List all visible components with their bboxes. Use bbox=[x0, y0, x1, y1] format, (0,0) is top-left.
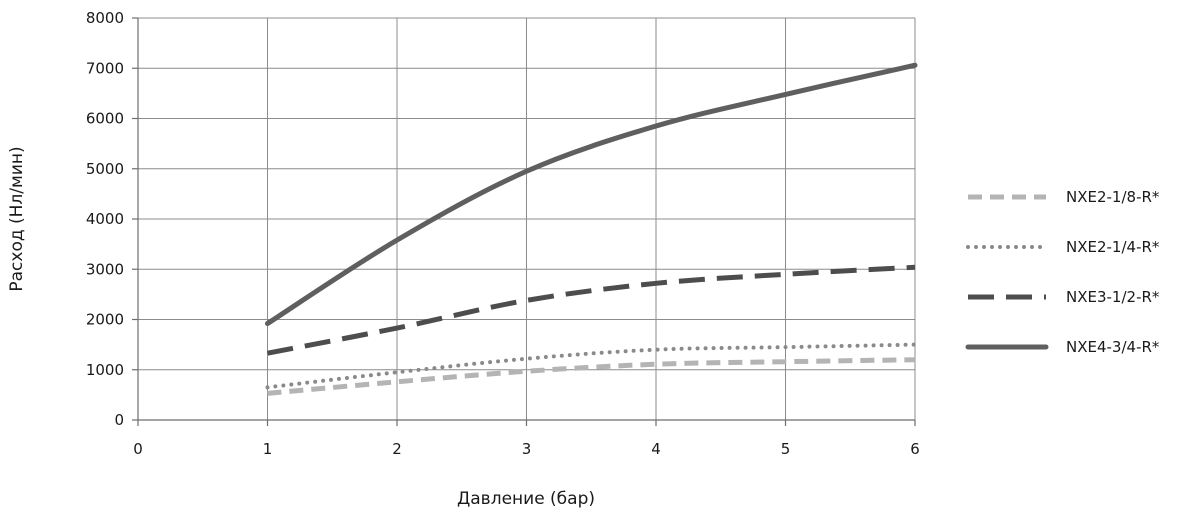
x-tick-label: 5 bbox=[781, 440, 791, 458]
y-tick-label: 4000 bbox=[86, 210, 124, 228]
legend-item: NXE2-1/8-R* bbox=[968, 188, 1160, 206]
x-tick-label: 3 bbox=[522, 440, 532, 458]
series-group bbox=[265, 62, 918, 396]
series-line-nxe3-1-2-r bbox=[267, 264, 916, 356]
y-tick-label: 1000 bbox=[86, 361, 124, 379]
legend-label: NXE2-1/8-R* bbox=[1066, 188, 1160, 206]
y-tick-label: 5000 bbox=[86, 160, 124, 178]
series-line-nxe2-1-8-r bbox=[267, 357, 916, 396]
y-tick-label: 7000 bbox=[86, 59, 124, 77]
x-tick-label: 6 bbox=[910, 440, 920, 458]
legend-label: NXE3-1/2-R* bbox=[1066, 288, 1160, 306]
x-axis-title: Давление (бар) bbox=[457, 489, 595, 509]
y-tick-label: 6000 bbox=[86, 110, 124, 128]
legend-item: NXE4-3/4-R* bbox=[965, 338, 1160, 356]
series-line-nxe2-1-4-r bbox=[265, 342, 917, 390]
legend-label: NXE4-3/4-R* bbox=[1066, 338, 1160, 356]
legend-label: NXE2-1/4-R* bbox=[1066, 238, 1160, 256]
y-tick-label: 2000 bbox=[86, 311, 124, 329]
x-tick-labels: 0 1 2 3 4 5 6 bbox=[133, 440, 920, 458]
y-tick-labels: 0 1000 2000 3000 4000 5000 6000 7000 8000 bbox=[86, 9, 124, 429]
y-tick-label: 3000 bbox=[86, 260, 124, 278]
series-line-nxe4-3-4-r bbox=[265, 62, 918, 327]
y-axis-title: Расход (Нл/мин) bbox=[7, 146, 27, 291]
legend: NXE2-1/8-R* NXE2-1/4-R* NXE3-1/2-R* NXE4-3/… bbox=[965, 188, 1160, 356]
axes bbox=[132, 17, 916, 426]
y-tick-label: 0 bbox=[114, 411, 124, 429]
x-tick-label: 2 bbox=[392, 440, 402, 458]
x-tick-label: 0 bbox=[133, 440, 143, 458]
x-tick-label: 1 bbox=[263, 440, 273, 458]
legend-item: NXE2-1/4-R* bbox=[966, 238, 1160, 256]
legend-item: NXE3-1/2-R* bbox=[968, 288, 1160, 306]
y-tick-label: 8000 bbox=[86, 9, 124, 27]
x-tick-label: 4 bbox=[651, 440, 661, 458]
